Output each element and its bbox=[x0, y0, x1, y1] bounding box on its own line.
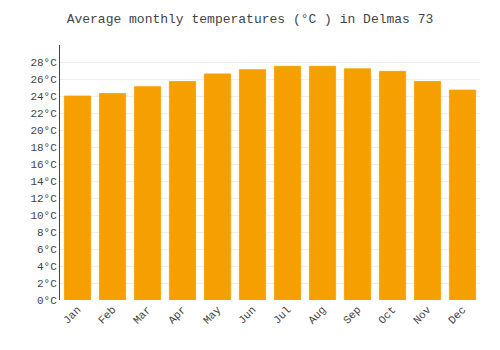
svg-text:Nov: Nov bbox=[411, 304, 434, 327]
svg-text:20°C: 20°C bbox=[30, 125, 57, 137]
svg-text:6°C: 6°C bbox=[37, 244, 57, 256]
svg-text:Oct: Oct bbox=[376, 304, 398, 326]
svg-text:22°C: 22°C bbox=[30, 108, 57, 120]
svg-text:26°C: 26°C bbox=[30, 74, 57, 86]
svg-text:Feb: Feb bbox=[96, 304, 118, 326]
svg-text:Average monthly temperatures (: Average monthly temperatures (°C ) in De… bbox=[67, 12, 434, 27]
svg-text:May: May bbox=[201, 304, 224, 327]
svg-text:Sep: Sep bbox=[341, 304, 363, 326]
svg-text:12°C: 12°C bbox=[30, 193, 57, 205]
svg-text:28°C: 28°C bbox=[30, 57, 57, 69]
svg-text:8°C: 8°C bbox=[37, 227, 57, 239]
svg-text:10°C: 10°C bbox=[30, 210, 57, 222]
svg-text:0°C: 0°C bbox=[37, 295, 57, 307]
svg-text:Jan: Jan bbox=[61, 304, 83, 326]
svg-text:14°C: 14°C bbox=[30, 176, 57, 188]
svg-text:24°C: 24°C bbox=[30, 91, 57, 103]
svg-text:16°C: 16°C bbox=[30, 159, 57, 171]
svg-text:Jun: Jun bbox=[236, 304, 258, 326]
svg-text:2°C: 2°C bbox=[37, 278, 57, 290]
svg-text:Aug: Aug bbox=[306, 304, 328, 326]
svg-text:Apr: Apr bbox=[166, 304, 188, 326]
svg-text:4°C: 4°C bbox=[37, 261, 57, 273]
svg-text:18°C: 18°C bbox=[30, 142, 57, 154]
svg-text:Mar: Mar bbox=[131, 304, 153, 326]
svg-text:Jul: Jul bbox=[271, 304, 293, 326]
svg-text:Dec: Dec bbox=[446, 304, 468, 326]
